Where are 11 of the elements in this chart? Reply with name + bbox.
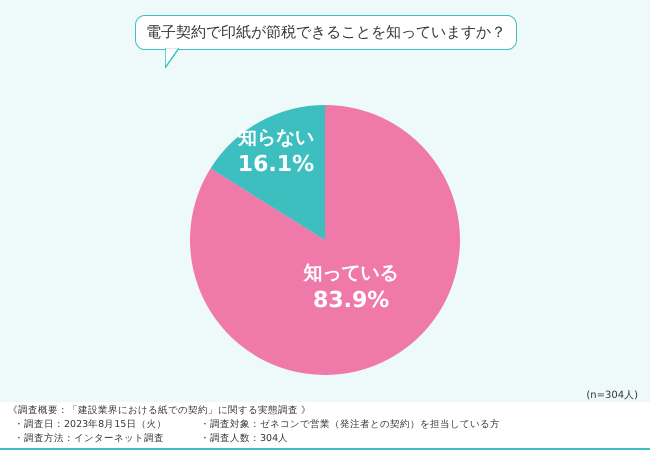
- slice-label: 知らない: [236, 126, 314, 148]
- data-label: 83.9%: [313, 288, 390, 313]
- text: 《調査概要：「建設業界における紙での契約」に関する実態調査 》: [8, 404, 312, 417]
- slice-label: 知っている: [302, 262, 399, 284]
- chart-title: 電子契約で印紙が節税できることを知っていますか？: [135, 15, 517, 50]
- text: ・調査日：2023年8月15日（火）: [14, 418, 166, 431]
- data-label: 16.1%: [238, 152, 314, 178]
- text: (n=304人): [586, 389, 638, 402]
- text: ・調査人数：304人: [200, 432, 288, 445]
- text: ・調査対象：ゼネコンで営業（発注者との契約）を担当している方: [200, 418, 500, 431]
- text: ・調査方法：インターネット調査: [14, 432, 164, 445]
